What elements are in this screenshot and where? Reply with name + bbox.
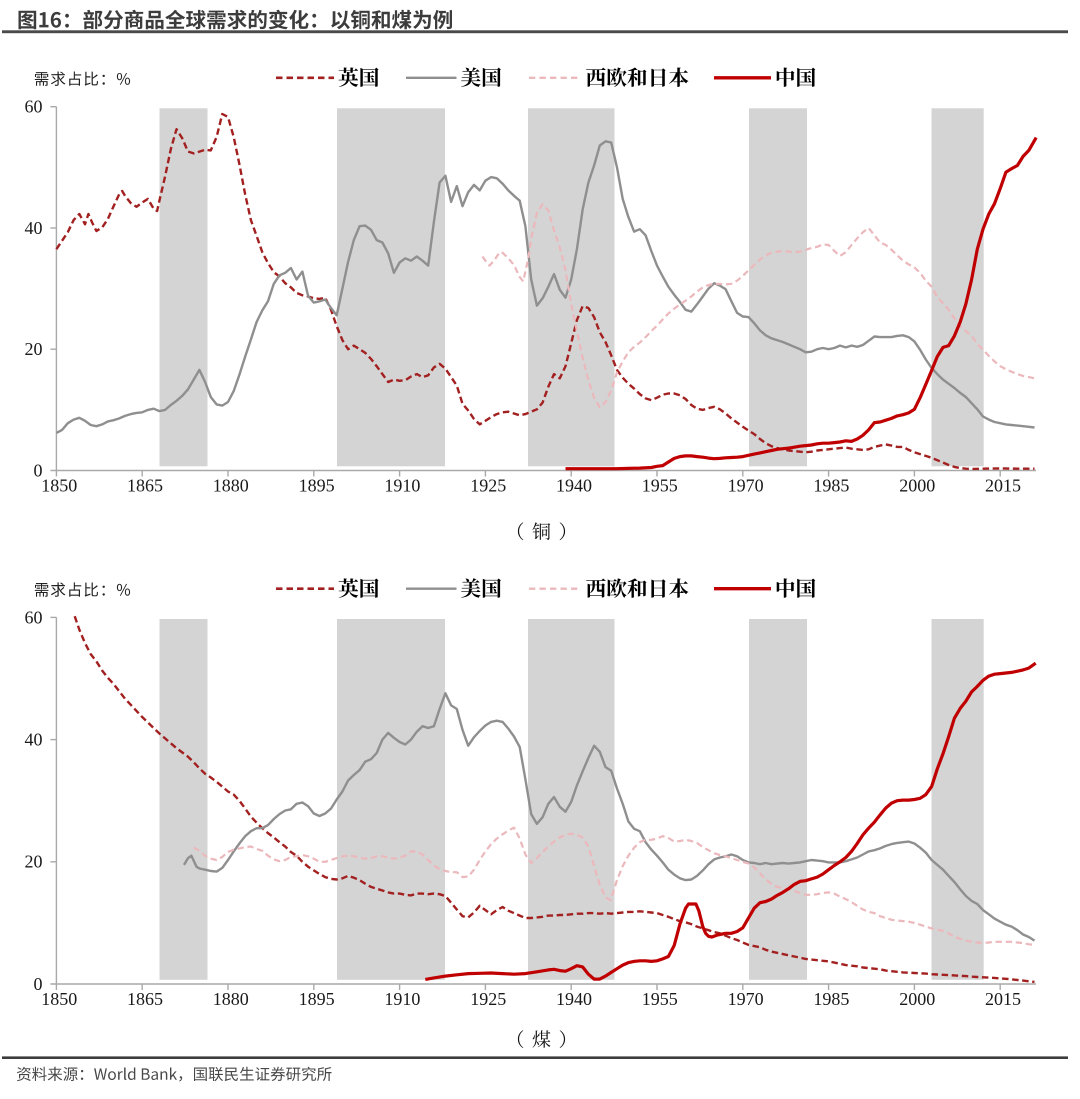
svg-text:1970: 1970 (728, 475, 764, 495)
svg-text:60: 60 (25, 607, 43, 627)
svg-text:40: 40 (25, 730, 43, 750)
svg-text:1970: 1970 (728, 989, 764, 1009)
svg-text:0: 0 (34, 460, 43, 480)
svg-text:1865: 1865 (127, 475, 163, 495)
svg-text:1880: 1880 (213, 475, 249, 495)
svg-text:1955: 1955 (642, 475, 678, 495)
svg-text:0: 0 (34, 974, 43, 994)
svg-text:20: 20 (25, 339, 43, 359)
svg-text:1985: 1985 (813, 989, 849, 1009)
svg-text:1865: 1865 (127, 989, 163, 1009)
svg-text:40: 40 (25, 218, 43, 238)
svg-text:1940: 1940 (556, 989, 592, 1009)
svg-text:1880: 1880 (213, 989, 249, 1009)
svg-text:2000: 2000 (899, 475, 935, 495)
svg-text:1940: 1940 (556, 475, 592, 495)
svg-text:20: 20 (25, 852, 43, 872)
svg-text:1925: 1925 (470, 989, 506, 1009)
svg-text:60: 60 (25, 97, 43, 117)
svg-text:2015: 2015 (985, 475, 1021, 495)
svg-text:1895: 1895 (299, 475, 335, 495)
svg-text:2015: 2015 (985, 989, 1021, 1009)
svg-text:1910: 1910 (384, 989, 420, 1009)
svg-text:1895: 1895 (299, 989, 335, 1009)
svg-text:1850: 1850 (41, 475, 77, 495)
svg-text:1955: 1955 (642, 989, 678, 1009)
svg-text:1850: 1850 (41, 989, 77, 1009)
svg-text:1985: 1985 (813, 475, 849, 495)
svg-text:1925: 1925 (470, 475, 506, 495)
svg-text:1910: 1910 (384, 475, 420, 495)
svg-text:2000: 2000 (899, 989, 935, 1009)
